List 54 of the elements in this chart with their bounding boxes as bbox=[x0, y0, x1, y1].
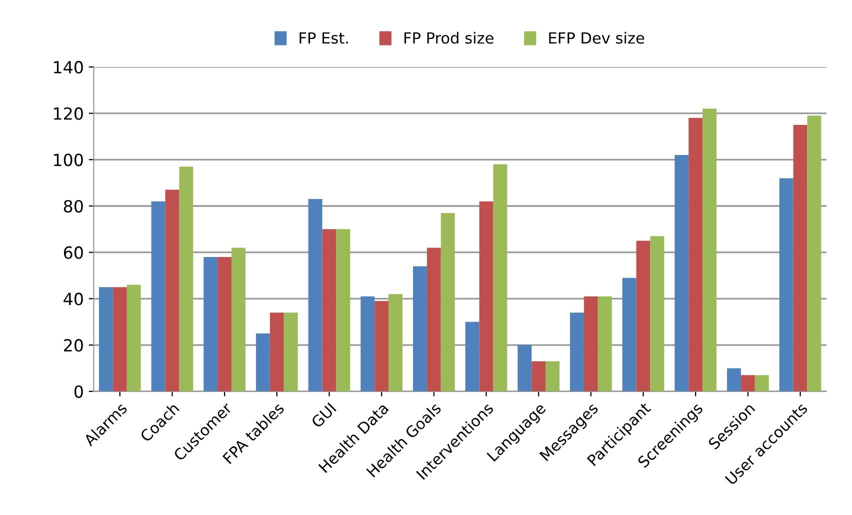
bar bbox=[465, 322, 480, 392]
bar bbox=[360, 296, 375, 392]
bar bbox=[165, 190, 180, 392]
bar bbox=[151, 201, 166, 392]
bar bbox=[584, 296, 598, 392]
bar bbox=[598, 296, 612, 392]
bar bbox=[440, 212, 455, 392]
bar bbox=[232, 248, 246, 392]
legend-label: FP Est. bbox=[300, 32, 348, 44]
bar bbox=[218, 256, 232, 392]
bar bbox=[204, 256, 218, 392]
bar bbox=[740, 375, 755, 392]
bar bbox=[336, 229, 350, 392]
bar bbox=[779, 178, 794, 392]
y-tick-label: 60 bbox=[64, 246, 83, 259]
bar bbox=[112, 287, 127, 392]
bar bbox=[727, 368, 741, 392]
bar bbox=[674, 155, 689, 392]
y-tick-label: 40 bbox=[64, 292, 83, 306]
bar bbox=[688, 118, 703, 392]
bar bbox=[412, 266, 427, 392]
x-tick-label: GUI bbox=[310, 402, 337, 428]
y-tick-label: 80 bbox=[64, 200, 83, 213]
y-tick-label: 140 bbox=[54, 60, 83, 74]
y-tick-label: 20 bbox=[64, 339, 83, 352]
bar bbox=[650, 236, 664, 392]
y-tick-label: 0 bbox=[74, 385, 83, 398]
bar bbox=[284, 312, 298, 392]
bar bbox=[546, 361, 560, 392]
y-tick-label: 100 bbox=[54, 154, 83, 166]
bar bbox=[98, 287, 113, 392]
bar bbox=[570, 312, 584, 392]
bar bbox=[179, 166, 194, 392]
legend-label: FP Prod size bbox=[404, 32, 494, 44]
bar bbox=[256, 333, 270, 392]
bar bbox=[807, 116, 822, 392]
bar bbox=[270, 312, 284, 392]
bar bbox=[754, 375, 769, 392]
y-tick-label: 120 bbox=[54, 107, 83, 120]
bar bbox=[126, 284, 141, 392]
bar bbox=[388, 294, 403, 392]
legend-label: EFP Dev size bbox=[549, 32, 644, 44]
bar bbox=[479, 201, 494, 392]
bar bbox=[426, 248, 441, 392]
bar bbox=[532, 361, 546, 392]
bar bbox=[374, 301, 389, 392]
bar bbox=[702, 108, 717, 392]
bar bbox=[793, 124, 808, 392]
bar bbox=[308, 199, 322, 392]
bar bbox=[493, 164, 508, 392]
bar bbox=[622, 278, 636, 392]
bar bbox=[322, 229, 336, 392]
bar bbox=[518, 345, 532, 392]
bar bbox=[636, 240, 650, 392]
